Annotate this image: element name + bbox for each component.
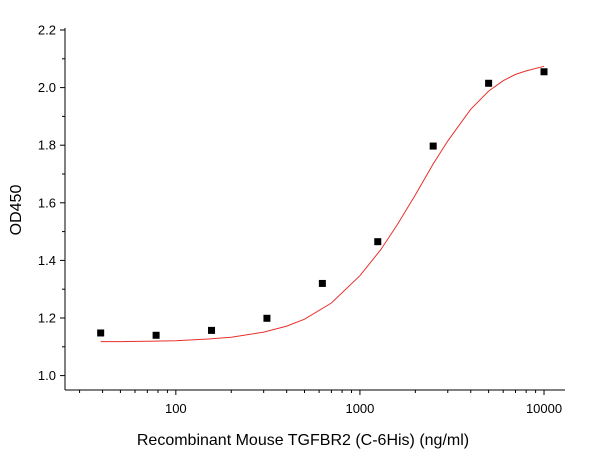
x-tick-label: 10000 <box>526 401 562 416</box>
y-tick-label: 2.0 <box>38 80 56 95</box>
data-point <box>97 329 105 337</box>
y-tick-label: 1.4 <box>38 253 56 268</box>
data-point <box>374 238 382 246</box>
data-point <box>208 326 216 334</box>
series-layer <box>97 65 548 343</box>
y-tick-label: 1.2 <box>38 311 56 326</box>
fit-curve <box>100 65 545 343</box>
data-point <box>263 314 271 322</box>
y-tick-label: 1.8 <box>38 138 56 153</box>
x-tick-label: 100 <box>165 401 187 416</box>
x-ticks: 100 1000 10000 <box>79 390 562 416</box>
y-axis-title: OD450 <box>8 185 25 236</box>
y-ticks: 1.0 1.2 1.4 1.6 1.8 2.0 2.2 <box>38 23 65 383</box>
data-point <box>318 279 326 287</box>
y-tick-label: 1.6 <box>38 195 56 210</box>
y-tick-label: 1.0 <box>38 368 56 383</box>
axes <box>64 28 565 391</box>
data-point <box>429 142 437 150</box>
x-tick-label: 1000 <box>345 401 374 416</box>
y-tick-label: 2.2 <box>38 23 56 38</box>
data-point <box>540 68 548 76</box>
data-point <box>152 331 160 339</box>
data-point <box>485 79 493 87</box>
x-axis-title: Recombinant Mouse TGFBR2 (C-6His) (ng/ml… <box>137 432 469 449</box>
